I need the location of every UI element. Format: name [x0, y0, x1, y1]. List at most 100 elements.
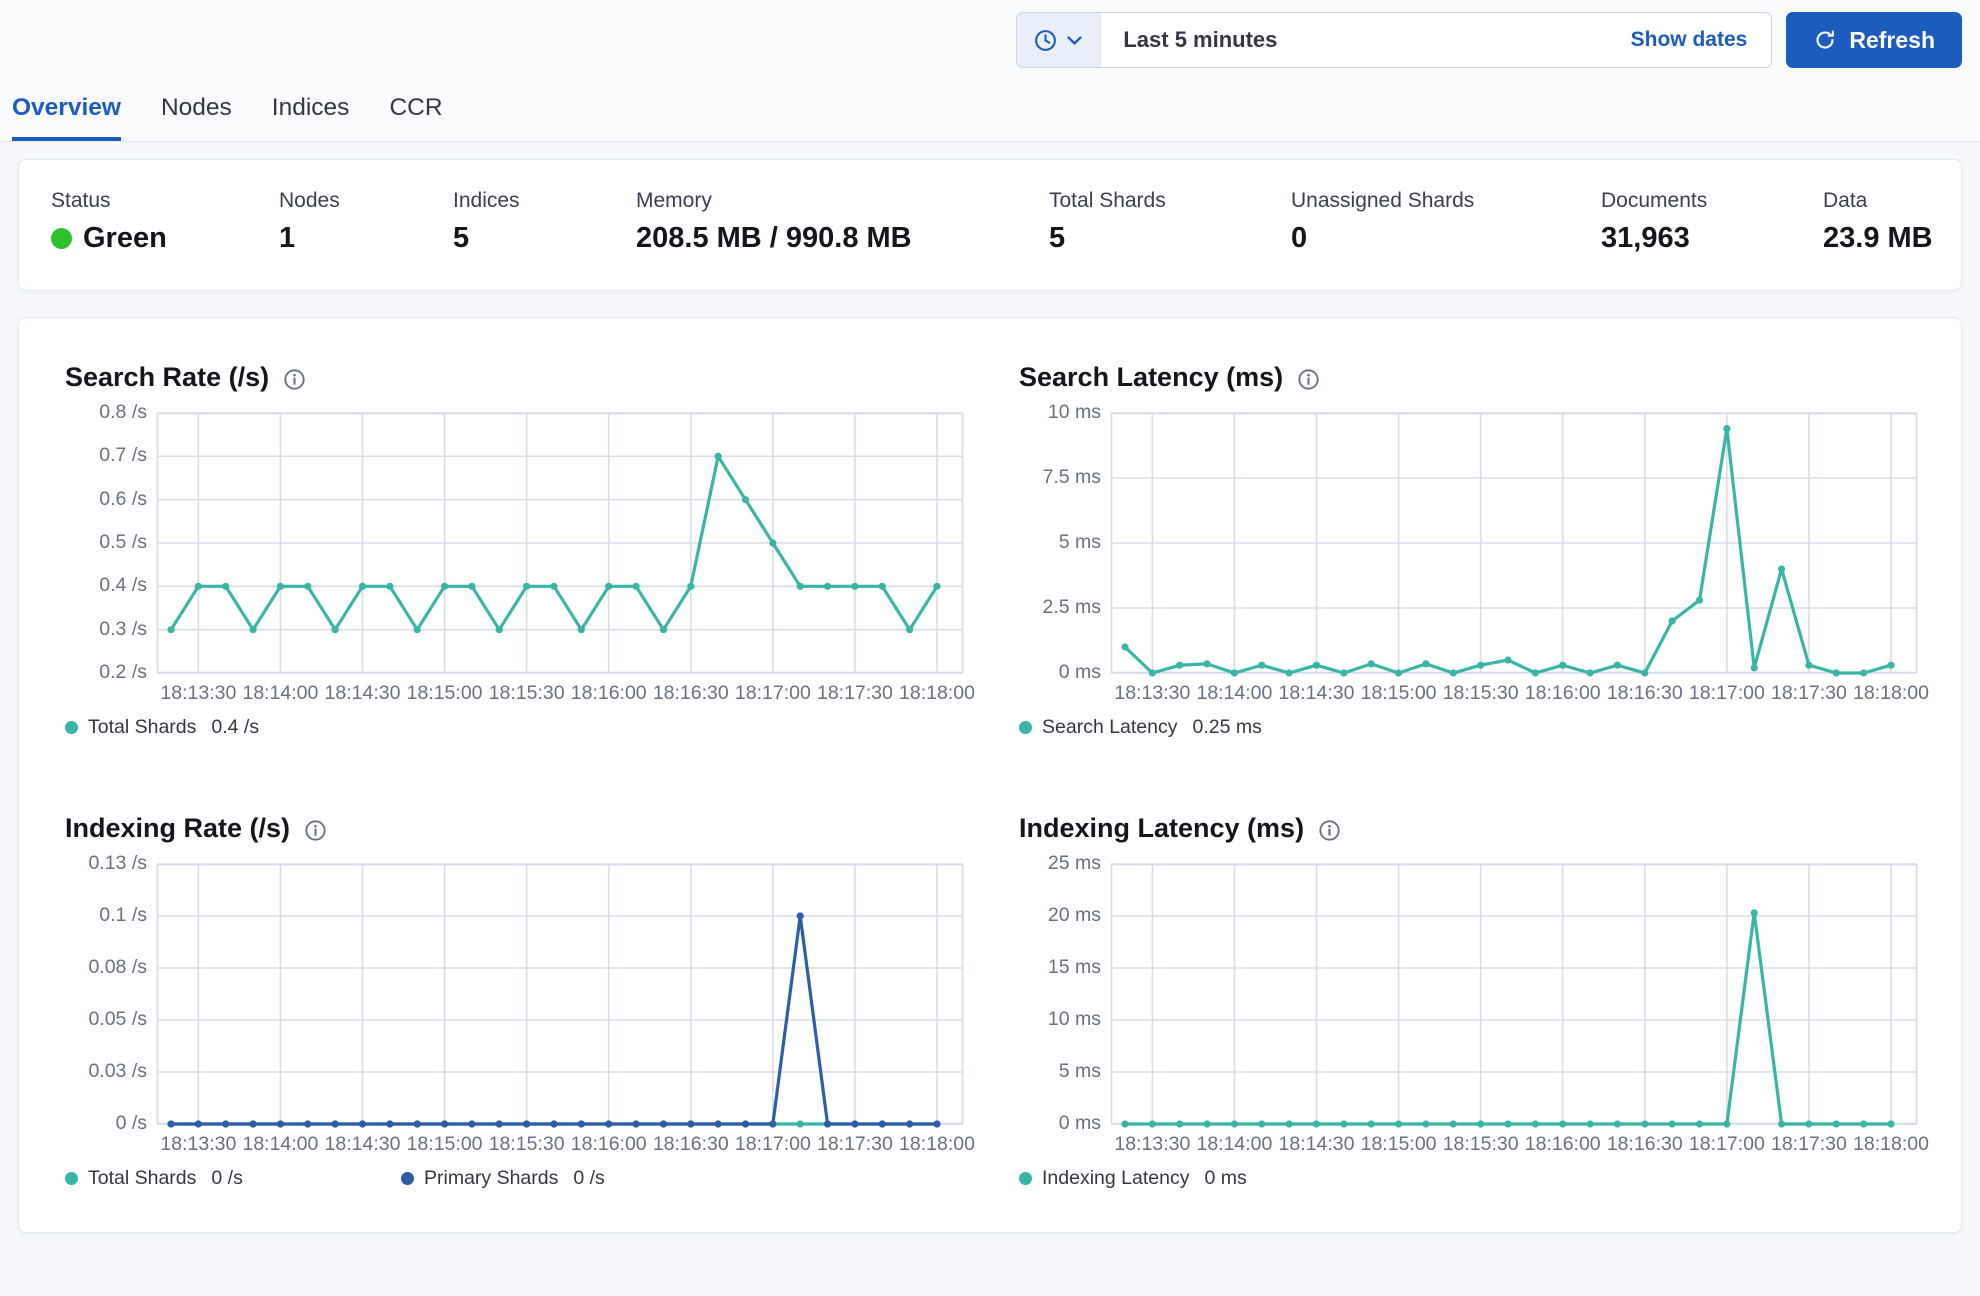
info-icon[interactable] [1298, 368, 1319, 390]
x-axis-label: 18:17:00 [734, 1133, 811, 1155]
summary-value: 31,963 [1601, 222, 1690, 254]
info-icon[interactable] [1319, 819, 1340, 841]
plot-area[interactable]: 25 ms 20 ms 15 ms 10 ms 5 ms 0 ms [1048, 852, 1918, 1134]
summary-item-memory: Memory 208.5 MB / 990.8 MB [636, 189, 1049, 255]
chart-indexing-rate: Indexing Rate (/s) 0.13 /s 0.1 /s 0.08 /s 0… [65, 813, 975, 1190]
y-axis-label: 15 ms [1047, 956, 1101, 978]
legend-series-name: Primary Shards [424, 1167, 559, 1189]
legend-series-name: Search Latency [1042, 716, 1178, 738]
summary-value: 208.5 MB / 990.8 MB [636, 222, 912, 254]
y-axis-label: 5 ms [1058, 531, 1101, 553]
legend-series-value: 0.4 /s [211, 716, 260, 738]
y-axis-label: 0 ms [1058, 661, 1101, 683]
y-axis-label: 0.4 /s [99, 574, 147, 597]
tab-nodes[interactable]: Nodes [160, 94, 232, 121]
legend-series-name: Total Shards [88, 716, 197, 738]
x-axis-label: 18:13:30 [1114, 682, 1191, 704]
y-axis-label: 0.13 /s [88, 852, 147, 874]
y-axis-label: 0.5 /s [99, 531, 147, 553]
legend-item: Primary Shards 0 /s [401, 1167, 737, 1190]
y-axis-label: 0.7 /s [99, 444, 147, 467]
plot-area[interactable]: 0.13 /s 0.1 /s 0.08 /s 0.05 /s 0.03 /s 0 /s [88, 852, 964, 1134]
x-axis-label: 18:16:30 [1606, 1133, 1683, 1155]
summary-item-data: Data 23.9 MB [1823, 189, 1943, 255]
refresh-label: Refresh [1849, 26, 1935, 53]
x-axis-label: 18:14:00 [242, 1133, 319, 1155]
chevron-down-icon [1065, 31, 1084, 50]
y-axis-label: 0 /s [115, 1112, 147, 1134]
x-axis-label: 18:14:00 [1196, 682, 1273, 704]
refresh-button[interactable]: Refresh [1786, 12, 1962, 68]
time-picker-quick-menu-button[interactable] [1017, 13, 1102, 67]
x-axis-label: 18:15:30 [488, 682, 565, 704]
summary-value: 23.9 MB [1823, 222, 1933, 254]
y-axis-label: 5 ms [1058, 1060, 1101, 1082]
y-axis-label: 0.8 /s [99, 401, 147, 423]
chart-svg [156, 412, 964, 674]
summary-value: 5 [1049, 222, 1066, 254]
plot-area[interactable]: 10 ms 7.5 ms 5 ms 2.5 ms 0 ms [1042, 401, 1918, 683]
summary-value: Green [51, 222, 279, 255]
info-icon[interactable] [305, 819, 326, 841]
chart-search-rate: Search Rate (/s) 0.8 /s 0.7 /s 0.6 /s 0.5 /… [65, 362, 975, 739]
legend-item: Search Latency 0.25 ms [1019, 716, 1355, 739]
chart-legend: Indexing Latency 0 ms [1019, 1167, 1917, 1190]
x-axis-label: 18:13:30 [1114, 1133, 1191, 1155]
legend-dot [1019, 1172, 1032, 1185]
legend-dot [401, 1172, 414, 1185]
legend-series-value: 0.25 ms [1192, 716, 1262, 738]
legend-series-value: 0 ms [1204, 1167, 1247, 1189]
clock-icon [1033, 28, 1058, 53]
x-axis-label: 18:16:30 [652, 1133, 729, 1155]
chart-legend: Total Shards 0.4 /s [65, 716, 963, 739]
summary-item-nodes: Nodes 1 [279, 189, 453, 255]
x-axis-label: 18:14:30 [1278, 682, 1355, 704]
summary-value: 5 [453, 222, 470, 254]
x-axis-label: 18:16:00 [1524, 1133, 1601, 1155]
x-axis-label: 18:18:00 [1853, 682, 1929, 704]
summary-item-indices: Indices 5 [453, 189, 636, 255]
summary-label: Indices [453, 189, 520, 212]
y-axis-label: 0.08 /s [88, 956, 147, 978]
legend-dot [65, 1172, 78, 1185]
y-axis-label: 7.5 ms [1042, 466, 1101, 488]
legend-series-name: Indexing Latency [1042, 1167, 1190, 1189]
x-axis-label: 18:13:30 [160, 1133, 237, 1155]
plot-area[interactable]: 0.8 /s 0.7 /s 0.6 /s 0.5 /s 0.4 /s 0.3 /s 0.2 … [99, 401, 964, 683]
tab-overview[interactable]: Overview [12, 94, 121, 141]
info-icon[interactable] [284, 368, 305, 390]
chart-title: Search Latency (ms) [1019, 362, 1284, 392]
y-axis-label: 25 ms [1047, 852, 1101, 874]
y-axis-label: 0.03 /s [88, 1060, 147, 1082]
x-axis-label: 18:15:00 [406, 1133, 483, 1155]
time-range-picker[interactable]: Last 5 minutes Show dates [1016, 12, 1773, 68]
summary-item-documents: Documents 31,963 [1601, 189, 1823, 255]
summary-value: 1 [279, 222, 296, 254]
x-axis-label: 18:17:00 [1688, 682, 1765, 704]
chart-svg [1110, 863, 1918, 1128]
show-dates-button[interactable]: Show dates [1630, 28, 1748, 51]
summary-item-unassigned-shards: Unassigned Shards 0 [1291, 189, 1601, 255]
x-axis-label: 18:15:00 [406, 682, 483, 704]
x-axis-label: 18:16:30 [1606, 682, 1683, 704]
legend-item: Total Shards 0 /s [65, 1167, 401, 1190]
x-axis: 18:13:30 18:14:00 18:14:30 18:15:00 18:15:30… [1111, 673, 1929, 705]
x-axis-label: 18:16:00 [570, 682, 647, 704]
time-range-value[interactable]: Last 5 minutes [1123, 27, 1278, 52]
x-axis-label: 18:15:30 [1442, 682, 1519, 704]
chart-legend: Search Latency 0.25 ms [1019, 716, 1917, 739]
chart-title: Indexing Latency (ms) [1019, 813, 1305, 843]
y-axis-label: 10 ms [1047, 401, 1101, 423]
x-axis-label: 18:17:30 [816, 1133, 893, 1155]
x-axis-label: 18:13:30 [160, 682, 237, 704]
x-axis-label: 18:18:00 [899, 682, 975, 704]
tab-indices[interactable]: Indices [271, 94, 350, 121]
summary-label: Memory [636, 189, 712, 212]
legend-series-value: 0 /s [573, 1167, 605, 1189]
summary-label: Nodes [279, 189, 340, 212]
tab-ccr[interactable]: CCR [389, 94, 443, 121]
x-axis: 18:13:30 18:14:00 18:14:30 18:15:00 18:15:30… [1111, 1124, 1929, 1156]
tab-bar: Overview Nodes Indices CCR [0, 68, 1980, 142]
x-axis-label: 18:16:00 [570, 1133, 647, 1155]
summary-label: Documents [1601, 189, 1708, 212]
